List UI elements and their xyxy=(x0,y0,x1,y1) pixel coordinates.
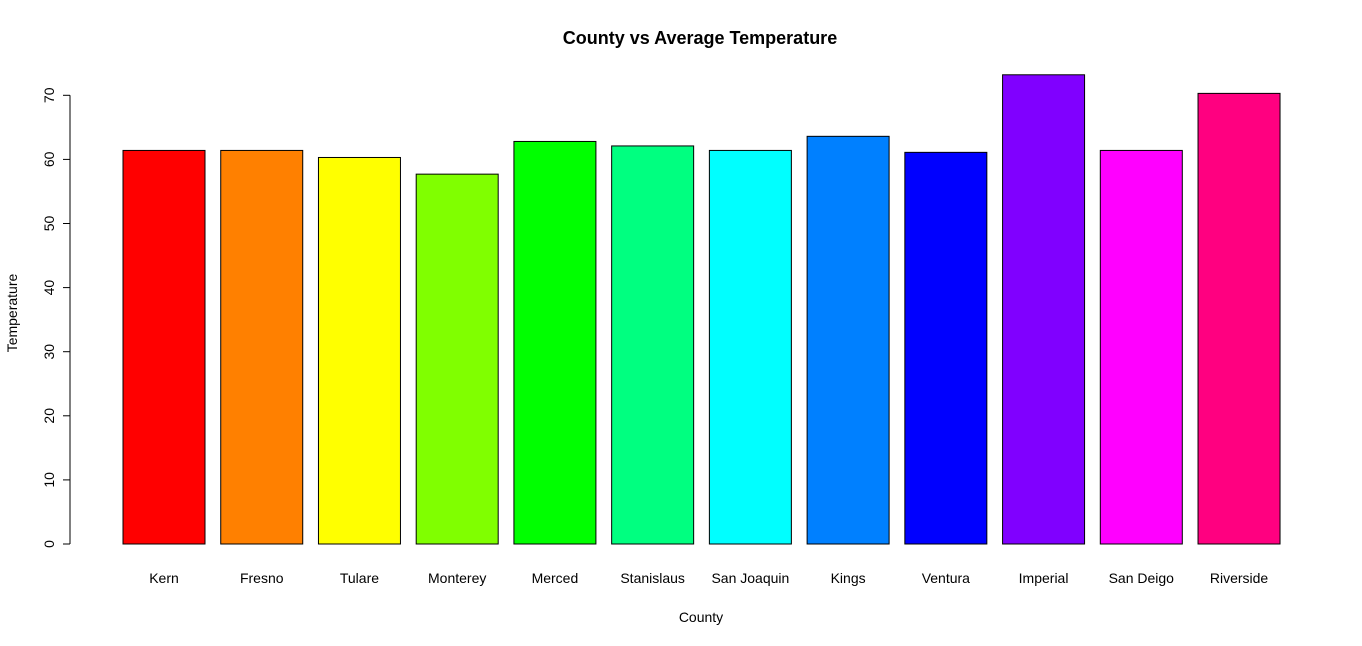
bar-san-deigo xyxy=(1099,149,1183,545)
category-labels-group: Kern Fresno Tulare Monterey Merced Stanislaus… xyxy=(149,570,1268,586)
bar-riverside xyxy=(1197,92,1281,545)
bar-kern xyxy=(122,149,206,545)
bars-group xyxy=(122,74,1281,545)
y-tick-label: 40 xyxy=(41,280,57,296)
chart-title: County vs Average Temperature xyxy=(563,28,837,48)
bar-tulare xyxy=(317,156,401,545)
category-label: Monterey xyxy=(428,570,486,586)
category-label: Imperial xyxy=(1019,570,1069,586)
y-tick-label: 0 xyxy=(41,540,57,548)
y-tick-label: 50 xyxy=(41,216,57,232)
category-label: Kings xyxy=(831,570,866,586)
category-label: San Joaquin xyxy=(711,570,789,586)
category-label: Riverside xyxy=(1210,570,1269,586)
category-label: Kern xyxy=(149,570,179,586)
y-axis: 0 10 20 30 40 50 60 70 xyxy=(41,87,71,548)
x-axis-label: County xyxy=(679,609,723,625)
y-tick-label: 30 xyxy=(41,344,57,360)
category-label: Merced xyxy=(532,570,579,586)
y-tick-label: 10 xyxy=(41,472,57,488)
bar-imperial xyxy=(1002,74,1086,545)
category-label: Stanislaus xyxy=(620,570,685,586)
bar-fresno xyxy=(220,149,304,545)
category-label: Tulare xyxy=(340,570,379,586)
category-label: Ventura xyxy=(922,570,970,586)
y-axis-label: Temperature xyxy=(4,273,20,352)
y-tick-label: 70 xyxy=(41,87,57,103)
bar-san-joaquin xyxy=(708,149,792,545)
bar-stanislaus xyxy=(611,145,695,545)
bar-kings xyxy=(806,135,890,545)
y-tick-label: 60 xyxy=(41,151,57,167)
bar-merced xyxy=(513,140,597,545)
bar-ventura xyxy=(904,151,988,545)
bar-monterey xyxy=(415,173,499,545)
y-tick-label: 20 xyxy=(41,408,57,424)
category-label: San Deigo xyxy=(1109,570,1175,586)
category-label: Fresno xyxy=(240,570,284,586)
